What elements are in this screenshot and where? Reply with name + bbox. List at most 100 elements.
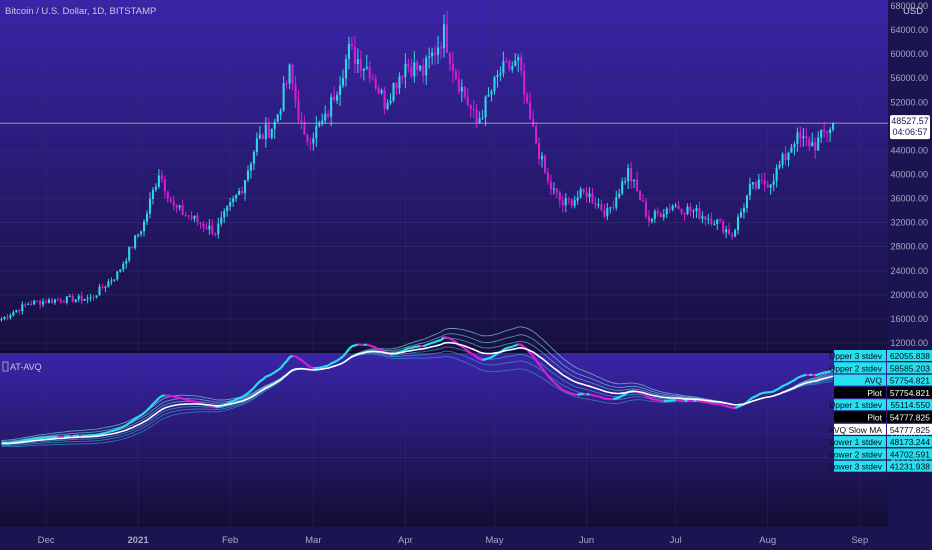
- candle-body: [50, 299, 54, 303]
- avq-line-segment: [348, 345, 353, 350]
- candle-body: [365, 66, 368, 69]
- indicator-label-value-bg: [887, 460, 932, 472]
- candle-body: [166, 191, 169, 200]
- candle-body: [407, 63, 410, 67]
- candle-body: [481, 117, 484, 119]
- candle-body: [463, 86, 466, 97]
- indicator-label-value: 57754.821: [890, 376, 930, 386]
- avq-line-segment: [155, 397, 160, 403]
- candle-body: [315, 125, 318, 139]
- avq-line-segment: [452, 339, 457, 344]
- indicator-label-value: 57754.821: [890, 388, 930, 398]
- candle-body: [148, 198, 152, 214]
- candle-body: [416, 62, 419, 71]
- candle-body: [526, 94, 529, 103]
- candle-body: [793, 144, 796, 148]
- candle-body: [205, 227, 208, 230]
- candle-body: [716, 219, 719, 225]
- candle-body: [306, 134, 309, 143]
- candle-body: [86, 298, 89, 300]
- indicator-label-value: 54777.825: [890, 413, 930, 423]
- avq-line-segment: [592, 394, 596, 397]
- candle-body: [505, 61, 508, 63]
- candle-body: [552, 188, 555, 190]
- candle-body: [232, 198, 235, 203]
- avq-line-segment: [506, 346, 510, 350]
- avq-line-segment: [185, 398, 189, 402]
- candle-body: [68, 295, 71, 297]
- candle-body: [134, 235, 137, 249]
- indicator-label-value-bg: [887, 423, 932, 435]
- avq-line-segment: [817, 372, 822, 376]
- indicator-lines: [1, 326, 834, 448]
- candle-body: [36, 300, 39, 302]
- avq-line-segment: [131, 418, 136, 423]
- avq-line-segment: [265, 374, 270, 378]
- avq-line-segment: [116, 427, 121, 431]
- time-tick-label: May: [486, 535, 504, 546]
- avq-line-segment: [618, 394, 623, 399]
- candle-body: [647, 216, 650, 222]
- candle-body: [618, 193, 621, 198]
- indicator-label-value-bg: [887, 386, 932, 398]
- avq-line-segment: [375, 346, 380, 351]
- candle-body: [561, 200, 564, 206]
- candle-body: [12, 312, 15, 316]
- candle-body: [448, 52, 451, 64]
- candle-body: [77, 295, 80, 300]
- candle-body: [460, 86, 463, 92]
- candle-body: [689, 206, 692, 212]
- avq-line-segment: [612, 397, 617, 401]
- avq-line-segment: [149, 403, 154, 409]
- candle-body: [62, 301, 65, 303]
- candle-body: [261, 134, 264, 140]
- candle-body: [291, 64, 294, 85]
- candle-body: [258, 134, 261, 139]
- avq-line-segment: [434, 339, 439, 344]
- candle-body: [413, 62, 416, 77]
- candle-body: [686, 206, 689, 215]
- indicator-label-value: 41231.938: [890, 462, 930, 472]
- candle-body: [350, 43, 353, 47]
- candle-body: [208, 225, 211, 230]
- candle-body: [603, 209, 606, 217]
- candle-body: [478, 118, 481, 123]
- price-tick-label: 16000.00: [890, 314, 928, 324]
- avq-line-segment: [535, 359, 540, 366]
- avq-line-segment: [161, 394, 166, 398]
- candle-body: [472, 108, 475, 110]
- avq-slow-ma-line: [1, 341, 834, 445]
- candle-body: [573, 200, 576, 206]
- candle-body: [181, 205, 184, 215]
- time-tick-label: Feb: [222, 535, 238, 546]
- avq-line-segment: [472, 354, 478, 359]
- candle-body: [597, 204, 600, 206]
- indicator-label-name-bg: [834, 436, 886, 448]
- candle-body: [285, 83, 288, 85]
- indicator-eye-icon[interactable]: [2, 361, 9, 372]
- indicator-label-name-bg: [834, 362, 886, 374]
- candle-body: [279, 110, 282, 115]
- indicator-label-name-bg: [834, 374, 886, 386]
- candle-body: [371, 78, 374, 80]
- candle-body: [107, 281, 110, 287]
- avq-line-segment: [401, 348, 406, 353]
- candle-body: [817, 137, 820, 151]
- avq-line-segment: [152, 400, 157, 405]
- candle-body: [431, 52, 434, 57]
- candle-body: [802, 136, 805, 139]
- avq-line-segment: [235, 397, 240, 401]
- candle-body: [451, 63, 454, 72]
- avq-line-segment: [571, 392, 575, 396]
- avq-line-segment: [238, 396, 243, 400]
- candle-body: [606, 208, 609, 217]
- candle-body: [246, 170, 250, 181]
- candle-body: [823, 129, 826, 132]
- avq-line-segment: [306, 364, 311, 368]
- candle-body: [437, 47, 440, 55]
- candle-body: [151, 189, 154, 199]
- candle-body: [401, 76, 404, 78]
- candle-body: [425, 57, 428, 76]
- avq-line-segment: [790, 379, 795, 383]
